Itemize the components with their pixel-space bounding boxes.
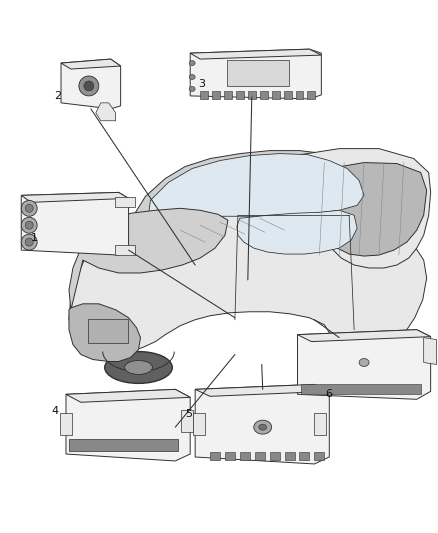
- FancyBboxPatch shape: [60, 413, 72, 435]
- Ellipse shape: [25, 204, 33, 212]
- FancyBboxPatch shape: [181, 410, 193, 432]
- Bar: [236, 91, 244, 99]
- Ellipse shape: [21, 234, 37, 250]
- Ellipse shape: [254, 420, 272, 434]
- Polygon shape: [61, 59, 120, 109]
- Bar: [225, 452, 235, 460]
- Polygon shape: [297, 330, 431, 399]
- Bar: [307, 91, 315, 99]
- Ellipse shape: [124, 360, 152, 375]
- Polygon shape: [69, 208, 427, 352]
- FancyBboxPatch shape: [314, 413, 326, 435]
- Bar: [212, 91, 220, 99]
- Polygon shape: [21, 192, 129, 203]
- Ellipse shape: [25, 221, 33, 229]
- FancyBboxPatch shape: [193, 413, 205, 435]
- Bar: [210, 452, 220, 460]
- Bar: [283, 91, 292, 99]
- Bar: [240, 452, 250, 460]
- Polygon shape: [96, 103, 116, 121]
- Polygon shape: [69, 304, 141, 361]
- Text: 3: 3: [198, 79, 205, 89]
- Bar: [224, 91, 232, 99]
- Polygon shape: [294, 149, 431, 268]
- Polygon shape: [21, 192, 129, 255]
- Ellipse shape: [189, 75, 195, 79]
- Ellipse shape: [189, 86, 195, 92]
- Bar: [285, 452, 294, 460]
- Text: 5: 5: [185, 409, 192, 419]
- Bar: [300, 452, 309, 460]
- Polygon shape: [237, 211, 357, 254]
- Ellipse shape: [21, 200, 37, 216]
- FancyBboxPatch shape: [227, 60, 289, 86]
- Polygon shape: [66, 389, 190, 461]
- Ellipse shape: [355, 346, 383, 359]
- Ellipse shape: [84, 81, 94, 91]
- Ellipse shape: [259, 424, 267, 430]
- Polygon shape: [66, 389, 190, 402]
- Bar: [314, 452, 324, 460]
- Ellipse shape: [335, 337, 403, 367]
- Bar: [296, 91, 304, 99]
- Polygon shape: [148, 154, 364, 222]
- Text: 2: 2: [54, 91, 61, 101]
- Polygon shape: [195, 384, 329, 397]
- Bar: [270, 452, 279, 460]
- FancyBboxPatch shape: [115, 245, 134, 255]
- Ellipse shape: [21, 217, 37, 233]
- Ellipse shape: [105, 352, 172, 383]
- Polygon shape: [297, 330, 431, 342]
- Polygon shape: [309, 163, 427, 256]
- Polygon shape: [69, 208, 228, 310]
- Ellipse shape: [25, 238, 33, 246]
- Bar: [301, 384, 421, 394]
- Bar: [200, 91, 208, 99]
- Text: 6: 6: [325, 389, 332, 399]
- Polygon shape: [190, 49, 321, 99]
- Polygon shape: [424, 337, 437, 365]
- Bar: [272, 91, 279, 99]
- Polygon shape: [190, 49, 321, 59]
- Ellipse shape: [79, 76, 99, 96]
- Polygon shape: [126, 151, 414, 235]
- Bar: [69, 439, 178, 451]
- Bar: [255, 452, 265, 460]
- FancyBboxPatch shape: [115, 197, 134, 207]
- Text: 4: 4: [51, 406, 58, 416]
- Polygon shape: [61, 59, 120, 69]
- Text: 1: 1: [31, 233, 38, 243]
- Bar: [260, 91, 268, 99]
- Ellipse shape: [189, 61, 195, 66]
- Bar: [248, 91, 256, 99]
- FancyBboxPatch shape: [88, 319, 127, 343]
- Polygon shape: [195, 384, 329, 464]
- Ellipse shape: [359, 359, 369, 367]
